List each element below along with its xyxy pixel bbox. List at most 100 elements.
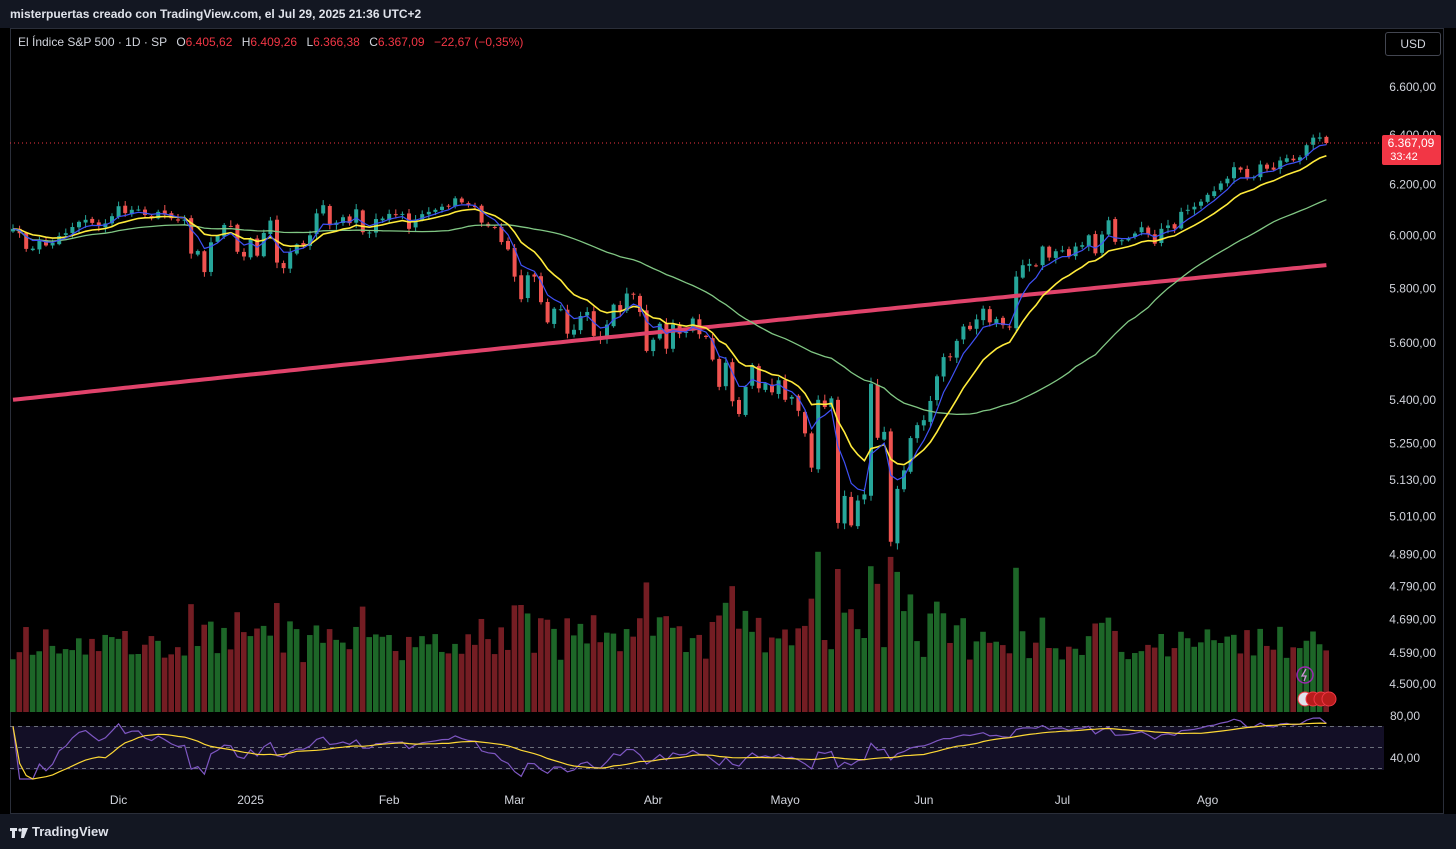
- candle-body: [723, 362, 728, 387]
- candle-body: [935, 376, 939, 401]
- tradingview-logo[interactable]: TradingView: [10, 824, 108, 839]
- candle-body: [110, 216, 114, 224]
- rsi-axis-label: 40,00: [1390, 751, 1420, 765]
- volume-bar: [425, 644, 432, 712]
- volume-bar: [947, 642, 953, 712]
- candle-body: [1020, 265, 1025, 278]
- time-axis-label: Mayo: [771, 793, 801, 807]
- rsi-line: [12, 717, 1327, 780]
- volume-bar: [1138, 651, 1145, 712]
- candle-body: [1086, 235, 1091, 247]
- price-axis-label: 5.400,00: [1389, 393, 1436, 407]
- candle-body: [182, 219, 187, 221]
- candle-body: [1232, 167, 1236, 179]
- volume-bar: [43, 629, 49, 712]
- volume-bar: [696, 634, 702, 712]
- candle-body: [1007, 326, 1012, 328]
- candle-body: [209, 242, 213, 272]
- candle-body: [268, 220, 273, 235]
- footer-brand: TradingView: [32, 824, 109, 839]
- candle-body: [558, 309, 563, 311]
- candle-body: [1258, 164, 1263, 178]
- candle-body: [512, 247, 517, 277]
- price-axis-label: 5.250,00: [1389, 437, 1436, 451]
- time-axis-label: Mar: [504, 793, 525, 807]
- candle-body: [862, 494, 867, 500]
- currency-button[interactable]: USD: [1385, 32, 1441, 56]
- candle-body: [1106, 220, 1111, 235]
- volume-bar: [1105, 617, 1112, 712]
- price-axis-label: 6.600,00: [1389, 80, 1436, 94]
- candle-body: [1113, 219, 1118, 242]
- candle-body: [222, 224, 227, 237]
- candle-body: [393, 214, 398, 216]
- candle-body: [1067, 249, 1071, 257]
- candle-body: [387, 213, 392, 220]
- candle-body: [83, 219, 88, 223]
- candle-body: [605, 324, 609, 338]
- candle-body: [737, 399, 741, 415]
- candle-body: [400, 213, 405, 215]
- candle-body: [90, 218, 95, 223]
- volume-bar: [709, 621, 716, 712]
- volume-bar: [135, 654, 141, 712]
- candle-body: [459, 198, 464, 203]
- time-axis-label: Jun: [914, 793, 933, 807]
- candle-body: [261, 232, 266, 257]
- price-axis-label: 6.200,00: [1389, 177, 1436, 191]
- volume-bar: [841, 612, 848, 712]
- volume-bar: [656, 617, 663, 712]
- volume-bar: [683, 652, 689, 712]
- volume-bar: [1059, 659, 1065, 712]
- volume-bar: [538, 618, 544, 712]
- volume-bar: [729, 586, 735, 712]
- candle-body: [1034, 265, 1038, 267]
- volume-bar: [1316, 644, 1323, 712]
- volume-bar: [835, 568, 841, 712]
- candle-body: [763, 383, 768, 390]
- volume-bar: [366, 637, 372, 712]
- candle-body: [855, 500, 860, 527]
- volume-bar: [214, 653, 221, 712]
- volume-bar: [755, 617, 762, 712]
- candle-body: [1284, 158, 1289, 162]
- time-axis-label: Abr: [644, 793, 663, 807]
- candle-body: [1238, 167, 1243, 170]
- candle-body: [235, 224, 240, 252]
- candle-body: [671, 324, 675, 349]
- candle-body: [466, 203, 471, 206]
- candle-body: [1212, 191, 1217, 197]
- volume-bar: [1237, 653, 1244, 712]
- close-value: 6.367,09: [377, 35, 425, 49]
- volume-bar: [1270, 649, 1277, 712]
- volume-bar: [1184, 638, 1191, 712]
- volume-bar: [1151, 647, 1158, 712]
- volume-bar: [551, 628, 557, 712]
- volume-bar: [524, 613, 531, 712]
- volume-bar: [478, 618, 485, 712]
- candle-body: [149, 215, 154, 217]
- volume-bar: [419, 636, 425, 712]
- volume-bar: [907, 594, 914, 712]
- volume-bar: [887, 556, 894, 712]
- volume-bar: [485, 639, 491, 712]
- volume-bar: [247, 636, 254, 712]
- candle-body: [215, 235, 220, 242]
- candle-body: [994, 319, 999, 324]
- volume-bar: [399, 660, 405, 712]
- candle-body: [743, 386, 748, 415]
- price-axis-label: 4.690,00: [1389, 613, 1436, 627]
- volume-bar: [1178, 631, 1184, 712]
- volume-bar: [828, 649, 834, 712]
- volume-bar: [346, 649, 353, 712]
- candle-body: [24, 233, 29, 249]
- candle-body: [195, 250, 200, 255]
- candle-body: [532, 274, 537, 277]
- volume-bar: [1264, 645, 1270, 712]
- candle-body: [875, 384, 880, 438]
- candle-body: [1040, 246, 1045, 266]
- footer-bar: [0, 814, 1456, 849]
- volume-bar: [1158, 634, 1164, 712]
- candle-body: [314, 213, 319, 235]
